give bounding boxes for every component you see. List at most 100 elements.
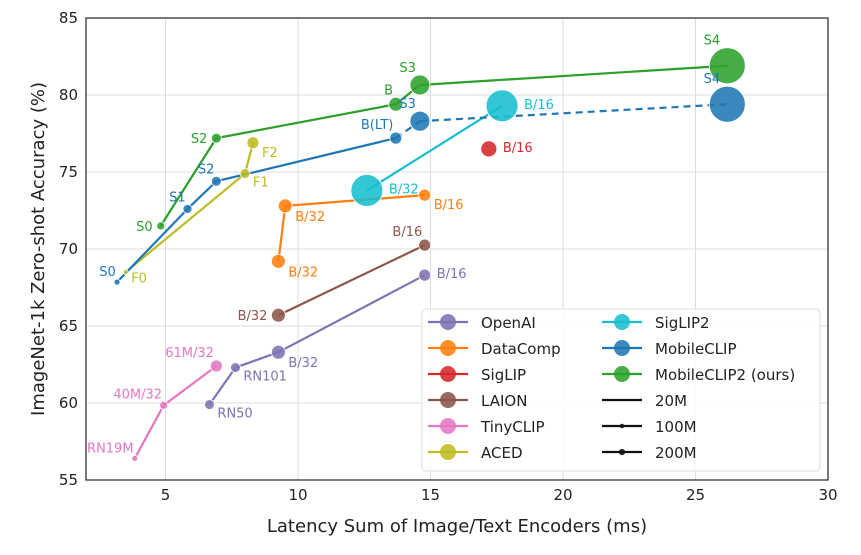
- data-point: [418, 238, 432, 252]
- data-point: [350, 174, 384, 207]
- y-tick-label: 60: [59, 394, 78, 412]
- legend-entry: LAION: [428, 392, 527, 410]
- legend-marker: [614, 314, 630, 330]
- legend-entry: TinyCLIP: [428, 418, 545, 436]
- data-point: [131, 455, 139, 462]
- point-label: B/32: [295, 210, 325, 225]
- legend-label: DataComp: [481, 340, 561, 358]
- series-line-segment: [116, 208, 189, 283]
- legend-label: SigLIP: [481, 366, 526, 384]
- data-point: [388, 96, 404, 112]
- y-axis-label: ImageNet-1k Zero-shot Accuracy (%): [28, 82, 49, 416]
- series-line-segment: [419, 103, 728, 123]
- data-point: [708, 85, 746, 123]
- point-label: RN101: [243, 370, 287, 385]
- legend-label: OpenAI: [481, 314, 536, 332]
- x-tick-label: 25: [686, 486, 705, 504]
- data-point: [239, 168, 251, 179]
- legend-entry: OpenAI: [428, 314, 536, 332]
- legend-entry: MobileCLIP: [602, 340, 737, 358]
- series-line-segment: [277, 244, 426, 317]
- legend-box: [421, 308, 821, 472]
- legend-entry: DataComp: [428, 340, 561, 358]
- legend-label: LAION: [481, 392, 527, 410]
- legend-marker: [440, 444, 456, 460]
- series-line-segment: [159, 137, 218, 227]
- y-tick-label: 55: [59, 471, 78, 489]
- data-point: [122, 269, 129, 275]
- point-label: B: [384, 83, 393, 98]
- legend-label: 20M: [655, 392, 687, 410]
- point-label: S2: [198, 162, 215, 177]
- legend-label: MobileCLIP: [655, 340, 737, 358]
- point-label: B/32: [288, 265, 318, 280]
- legend-entry: 200M: [602, 444, 697, 462]
- legend-entry: ACED: [428, 444, 523, 462]
- legend-label: 100M: [655, 418, 697, 436]
- data-point: [230, 362, 241, 373]
- legend-label: ACED: [481, 444, 523, 462]
- series-line-segment: [208, 366, 237, 406]
- legend-marker: [619, 423, 625, 429]
- legend-entry: MobileCLIP2 (ours): [602, 366, 795, 384]
- point-label: B/32: [238, 309, 268, 324]
- data-point: [409, 110, 431, 132]
- point-labels: RN50RN101B/32B/16B/32B/32B/16B/16B/32B/1…: [87, 34, 720, 457]
- legend-marker: [440, 340, 456, 356]
- legend-marker: [440, 314, 456, 330]
- data-point: [209, 359, 223, 373]
- series-line-segment: [133, 404, 165, 459]
- x-tick-label: 30: [818, 486, 837, 504]
- data-point: [708, 47, 746, 85]
- point-label: B/16: [437, 267, 467, 282]
- legend-entry: SigLIP: [428, 366, 526, 384]
- data-point: [204, 399, 215, 410]
- legend-label: MobileCLIP2 (ours): [655, 366, 795, 384]
- point-label: S3: [399, 61, 416, 76]
- y-tick-label: 85: [59, 9, 78, 27]
- data-point: [271, 307, 286, 323]
- legend-marker: [440, 392, 456, 408]
- x-tick-label: 10: [288, 486, 307, 504]
- data-point: [409, 74, 431, 96]
- tick-labels: 5 10 15 20 25 30 55 60 65 70 75 80 85: [59, 9, 838, 504]
- data-point: [159, 400, 169, 410]
- y-tick-label: 70: [59, 240, 78, 258]
- legend-marker: [614, 366, 630, 382]
- point-label: 40M/32: [113, 387, 162, 402]
- x-tick-label: 20: [553, 486, 572, 504]
- series-line-segment: [162, 365, 218, 407]
- point-label: RN19M: [87, 441, 134, 456]
- y-tick-label: 80: [59, 86, 78, 104]
- point-label: B/16: [392, 225, 422, 240]
- data-point: [418, 188, 432, 202]
- legend-entry: 20M: [602, 392, 687, 410]
- y-tick-label: 75: [59, 163, 78, 181]
- point-label: S3: [399, 97, 416, 112]
- series-line-segment: [277, 274, 426, 354]
- data-point: [113, 278, 121, 286]
- legend-marker: [440, 418, 456, 434]
- point-label: 61M/32: [165, 346, 214, 361]
- legend-entry: SigLIP2: [602, 314, 710, 332]
- x-axis-label: Latency Sum of Image/Text Encoders (ms): [267, 516, 647, 537]
- legend-marker: [440, 366, 456, 382]
- legend-label: TinyCLIP: [480, 418, 545, 436]
- legend-label: 200M: [655, 444, 697, 462]
- data-point: [182, 204, 193, 214]
- series-line-segment: [125, 172, 246, 273]
- data-point: [271, 344, 286, 360]
- point-label: S4: [704, 72, 721, 87]
- point-label: B/16: [503, 141, 533, 156]
- point-label: S0: [136, 220, 153, 235]
- series-line-segment: [277, 205, 287, 262]
- data-point: [418, 268, 432, 282]
- data-point: [389, 131, 403, 145]
- legend-marker: [620, 398, 624, 402]
- point-label: B/16: [524, 98, 554, 113]
- series-line-segment: [235, 351, 279, 369]
- data-point: [485, 89, 519, 123]
- point-label: S0: [99, 265, 116, 280]
- point-label: F0: [131, 272, 147, 287]
